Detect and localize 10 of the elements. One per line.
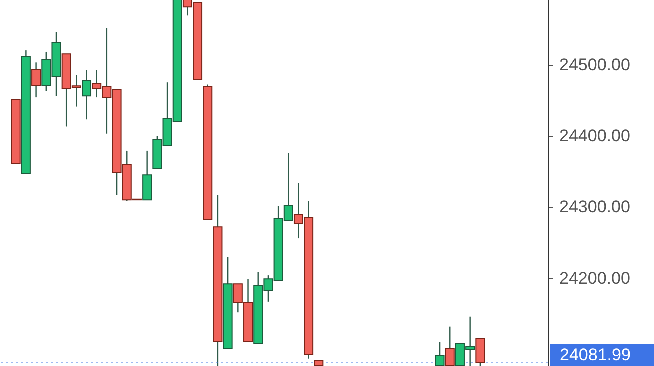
y-tick-label: 24200.00	[560, 268, 630, 288]
y-tick-label: 24300.00	[560, 198, 630, 217]
candlestick	[82, 70, 92, 120]
y-tick-label: 24500.00	[560, 55, 630, 74]
candlestick	[445, 326, 455, 366]
y-tick-label: 24400.00	[560, 126, 630, 146]
candlestick	[435, 342, 445, 366]
candlestick	[476, 338, 486, 366]
candlestick	[32, 62, 42, 98]
ref-line-label: 24081.99	[560, 345, 631, 364]
